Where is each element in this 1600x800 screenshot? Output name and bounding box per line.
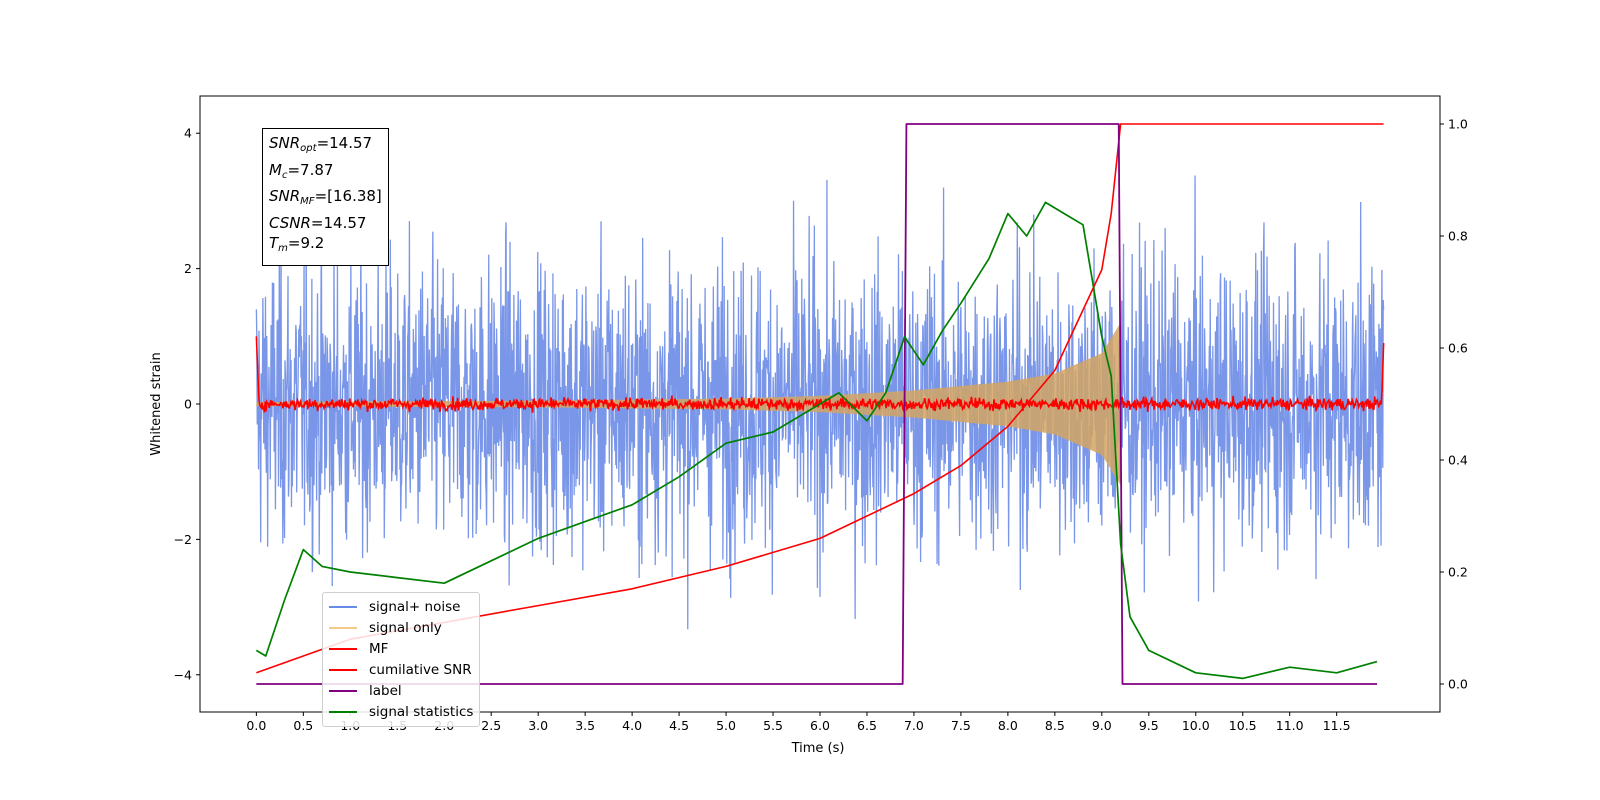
stats-annotation-box: SNRopt=14.57 Mc=7.87 SNRMF=[16.38] CSNR=… bbox=[262, 128, 389, 266]
x-tick-label: 5.0 bbox=[716, 718, 736, 733]
legend-item: signal+ noise bbox=[329, 596, 473, 617]
x-tick-label: 4.5 bbox=[669, 718, 689, 733]
x-tick-label: 7.0 bbox=[904, 718, 924, 733]
y2-tick-label: 0.4 bbox=[1448, 453, 1468, 468]
x-tick-label: 11.5 bbox=[1323, 718, 1351, 733]
y2-tick-label: 1.0 bbox=[1448, 117, 1468, 132]
y-axis-right: 1.0 0.8 0.6 0.4 0.2 0.0 bbox=[1440, 117, 1468, 692]
y-tick-label: 2 bbox=[184, 261, 192, 276]
x-tick-label: 10.5 bbox=[1229, 718, 1257, 733]
plot-area bbox=[255, 123, 1385, 685]
legend-swatch bbox=[329, 626, 357, 629]
x-tick-label: 9.5 bbox=[1139, 718, 1159, 733]
legend-item: label bbox=[329, 680, 473, 701]
legend-swatch bbox=[329, 605, 357, 608]
legend: signal+ noise signal only MF cumilative … bbox=[322, 592, 481, 727]
annotation-tm: Tm=9.2 bbox=[269, 234, 325, 254]
legend-swatch bbox=[329, 647, 357, 650]
x-tick-label: 3.0 bbox=[528, 718, 548, 733]
y2-tick-label: 0.2 bbox=[1448, 565, 1468, 580]
y2-tick-label: 0.8 bbox=[1448, 229, 1468, 244]
series-signal-statistics bbox=[255, 201, 1378, 680]
annotation-mc: Mc=7.87 bbox=[269, 160, 334, 181]
y2-tick-label: 0.6 bbox=[1448, 341, 1468, 356]
series-label bbox=[256, 123, 1378, 685]
y-axis-label: Whitened strain bbox=[149, 352, 164, 455]
legend-swatch bbox=[329, 668, 357, 671]
legend-item: signal only bbox=[329, 617, 473, 638]
x-tick-label: 10.0 bbox=[1182, 718, 1210, 733]
x-tick-label: 9.0 bbox=[1092, 718, 1112, 733]
x-tick-label: 11.0 bbox=[1276, 718, 1304, 733]
legend-item: cumilative SNR bbox=[329, 659, 473, 680]
series-cumulative-snr bbox=[256, 123, 1384, 674]
annotation-snr-opt: SNRopt=14.57 bbox=[269, 134, 373, 154]
x-tick-label: 2.5 bbox=[481, 718, 501, 733]
y-tick-label: 0 bbox=[184, 397, 192, 412]
legend-swatch bbox=[329, 710, 357, 713]
x-tick-label: 0.0 bbox=[246, 718, 266, 733]
x-tick-label: 3.5 bbox=[575, 718, 595, 733]
annotation-snr-mf: SNRMF=[16.38] bbox=[269, 187, 382, 207]
y2-tick-label: 0.0 bbox=[1448, 677, 1468, 692]
y-tick-label: −4 bbox=[174, 667, 192, 682]
series-mf bbox=[255, 336, 1385, 414]
annotation-csnr: CSNR=14.57 bbox=[269, 213, 367, 232]
legend-item: MF bbox=[329, 638, 473, 659]
x-tick-label: 5.5 bbox=[763, 718, 783, 733]
x-tick-label: 6.5 bbox=[857, 718, 877, 733]
x-axis-label: Time (s) bbox=[791, 741, 845, 756]
x-tick-label: 6.0 bbox=[810, 718, 830, 733]
y-tick-label: −2 bbox=[174, 532, 192, 547]
y-axis-left: 4 2 0 −2 −4 bbox=[174, 126, 200, 682]
legend-swatch bbox=[329, 689, 357, 692]
x-tick-label: 8.5 bbox=[1045, 718, 1065, 733]
x-tick-label: 0.5 bbox=[293, 718, 313, 733]
y-tick-label: 4 bbox=[184, 126, 192, 141]
x-tick-label: 7.5 bbox=[951, 718, 971, 733]
series-signal-noise bbox=[255, 175, 1385, 630]
legend-item: signal statistics bbox=[329, 701, 473, 722]
x-tick-label: 8.0 bbox=[998, 718, 1018, 733]
x-tick-label: 4.0 bbox=[622, 718, 642, 733]
